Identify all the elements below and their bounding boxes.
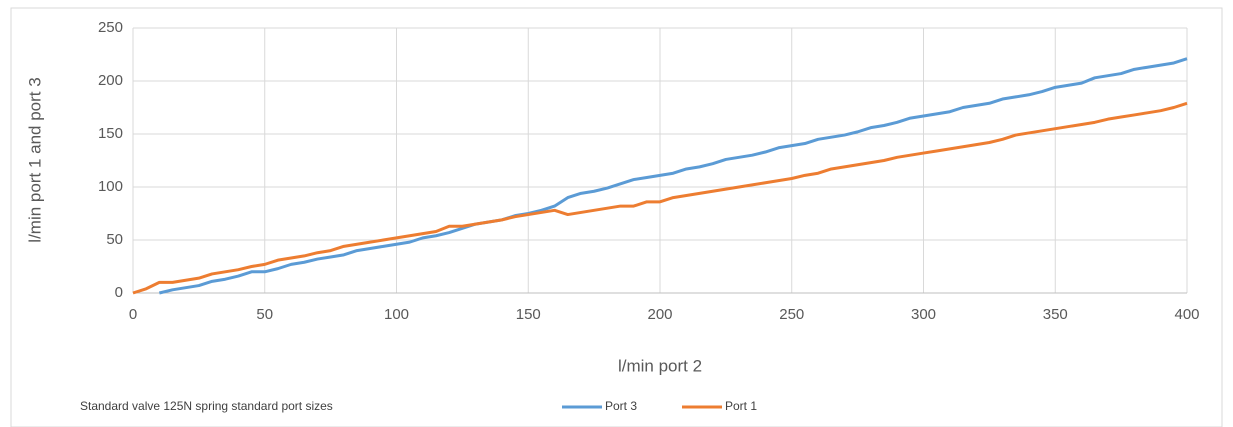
series-line [132,101,1188,295]
x-tick-label: 400 [1174,306,1199,323]
legend-label: Port 3 [605,399,637,413]
chart-title: Standard valve 125N spring standard port… [80,399,333,413]
y-tick-label: 100 [98,178,123,195]
x-tick-label: 200 [647,306,672,323]
x-tick-label: 250 [779,306,804,323]
series-line [158,57,1188,295]
x-tick-label: 350 [1043,306,1068,323]
y-axis-label: l/min port 1 and port 3 [25,77,44,242]
x-tick-label: 150 [516,306,541,323]
x-axis-label: l/min port 2 [618,356,702,375]
y-tick-label: 150 [98,125,123,142]
y-tick-label: 200 [98,72,123,89]
legend-label: Port 1 [725,399,757,413]
chart-frame [10,7,1223,427]
y-tick-label: 0 [115,284,123,301]
x-tick-label: 0 [129,306,137,323]
x-tick-label: 300 [911,306,936,323]
y-tick-label: 250 [98,19,123,36]
x-tick-label: 100 [384,306,409,323]
y-tick-label: 50 [106,231,123,248]
x-tick-label: 50 [256,306,273,323]
